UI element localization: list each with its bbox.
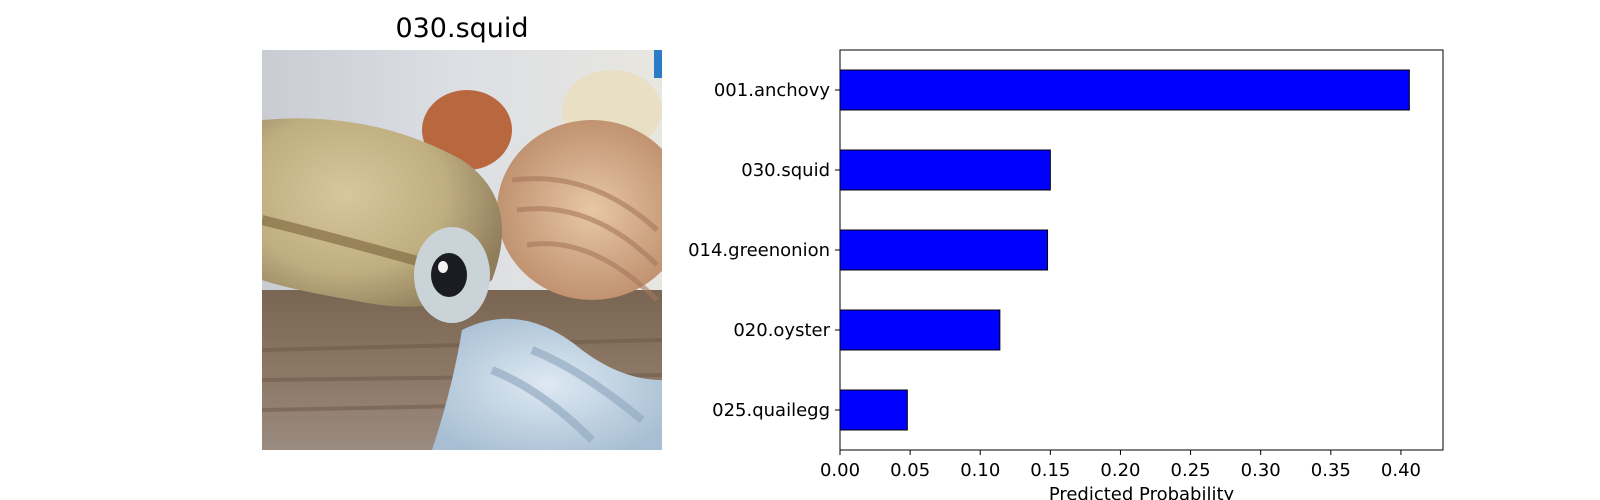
category-labels: 001.anchovy 030.squid 014.greenonion 020.oy… <box>688 80 840 421</box>
category-label: 014.greenonion <box>688 240 830 261</box>
x-tick-label: 0.35 <box>1311 460 1351 481</box>
x-tick-label: 0.30 <box>1241 460 1281 481</box>
bar-014.greenonion <box>839 229 1049 271</box>
x-tick-label: 0.20 <box>1100 460 1140 481</box>
x-tick-label: 0.00 <box>820 460 860 481</box>
x-tick-label: 0.40 <box>1381 460 1421 481</box>
bar-025.quailegg <box>839 389 908 431</box>
category-label: 001.anchovy <box>714 80 830 101</box>
category-label: 030.squid <box>741 160 830 181</box>
x-tick-label: 0.25 <box>1171 460 1211 481</box>
category-label: 020.oyster <box>733 320 830 341</box>
bar-020.oyster <box>839 309 1001 351</box>
bar-001.anchovy <box>839 69 1410 111</box>
bar-030.squid <box>839 149 1051 191</box>
x-ticks: 0.00 0.05 0.10 0.15 0.20 0.25 0.30 0.35 0.40 <box>820 450 1421 481</box>
category-label: 025.quailegg <box>712 400 830 421</box>
x-tick-label: 0.05 <box>890 460 930 481</box>
image-title: 030.squid <box>395 13 529 44</box>
squid-photo <box>262 50 662 450</box>
x-tick-label: 0.10 <box>960 460 1000 481</box>
plot-frame <box>839 49 1444 451</box>
x-axis-label: Predicted Probability <box>1049 484 1235 500</box>
bars-group <box>839 69 1410 431</box>
x-tick-label: 0.15 <box>1030 460 1070 481</box>
